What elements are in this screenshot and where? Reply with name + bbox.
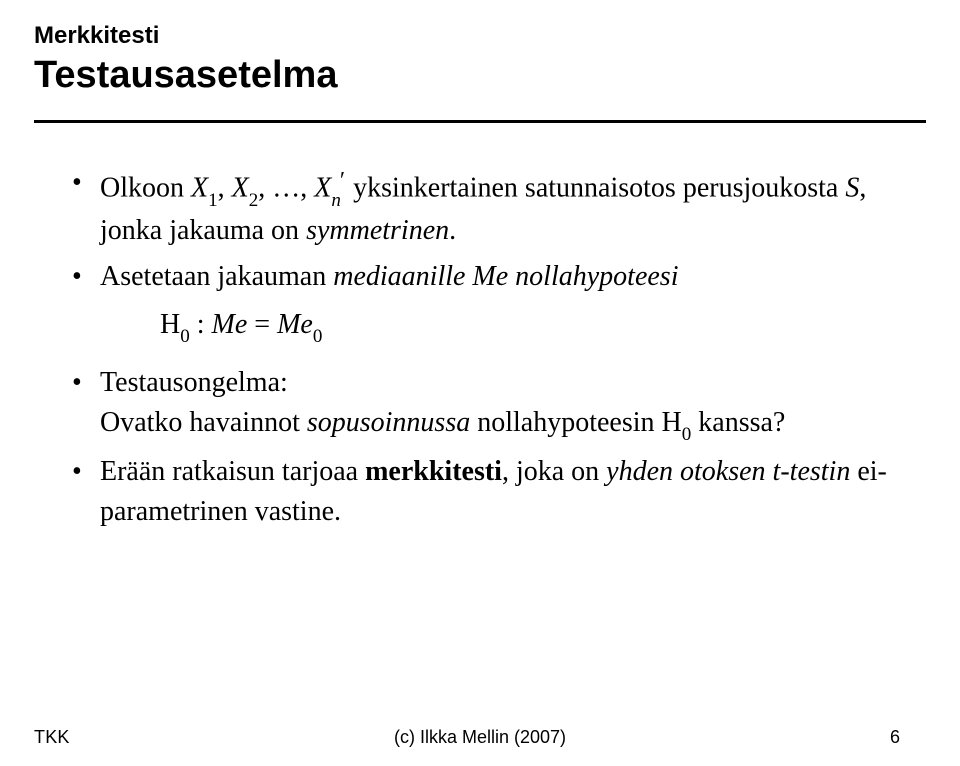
slide-header: Merkkitesti Testausasetelma	[0, 0, 960, 98]
text: :	[190, 309, 212, 340]
emph: symmetrinen	[306, 215, 449, 246]
text: Asetetaan jakauman	[100, 261, 333, 292]
math-Me: Me	[277, 309, 313, 340]
bullet-dot: •	[72, 452, 100, 492]
overline: Merkkitesti	[34, 22, 926, 51]
bullet-4: • Erään ratkaisun tarjoaa merkkitesti, j…	[72, 452, 910, 532]
math-Me: Me	[212, 309, 248, 340]
text: , joka on	[502, 456, 606, 487]
emph: yhden otoksen t-testin	[606, 456, 850, 487]
text: Erään ratkaisun tarjoaa	[100, 456, 365, 487]
text: Testausongelma:	[100, 367, 288, 398]
text: yksinkertainen satunnaisotos perusjoukos…	[346, 173, 845, 204]
math-prime: ′	[340, 168, 345, 194]
text: ,	[218, 173, 232, 204]
bullet-dot: •	[72, 363, 100, 403]
bullet-2-body: Asetetaan jakauman mediaanille Me nollah…	[100, 257, 910, 357]
bullet-2: • Asetetaan jakauman mediaanille Me noll…	[72, 257, 910, 357]
bullet-3: • Testausongelma: Ovatko havainnot sopus…	[72, 363, 910, 445]
math-var: X	[232, 173, 249, 204]
slide-footer: TKK (c) Ilkka Mellin (2007) 6	[0, 727, 960, 748]
text: , …,	[258, 173, 314, 204]
slide: Merkkitesti Testausasetelma • Olkoon X1,…	[0, 0, 960, 766]
emph: sopusoinnussa	[307, 407, 470, 438]
math-hypothesis: H0 : Me = Me0	[100, 305, 910, 348]
bullet-dot: •	[72, 257, 100, 297]
math-var: X	[191, 173, 208, 204]
math-var: X	[314, 173, 331, 204]
emph: mediaanille Me nollahypoteesi	[333, 261, 678, 292]
math-sub: 1	[208, 190, 218, 211]
math-H: H	[160, 309, 180, 340]
bullet-dot: •	[72, 163, 100, 203]
text: .	[449, 215, 456, 246]
bullet-1-body: Olkoon X1, X2, …, Xn′ yksinkertainen sat…	[100, 163, 910, 251]
text: nollahypoteesin H	[470, 407, 682, 438]
bullet-1: • Olkoon X1, X2, …, Xn′ yksinkertainen s…	[72, 163, 910, 251]
bullet-4-body: Erään ratkaisun tarjoaa merkkitesti, jok…	[100, 452, 910, 532]
math-sub: 0	[180, 326, 190, 347]
bold: merkkitesti	[365, 456, 502, 487]
bullet-3-body: Testausongelma: Ovatko havainnot sopusoi…	[100, 363, 910, 445]
math-var: S	[845, 173, 859, 204]
slide-content: • Olkoon X1, X2, …, Xn′ yksinkertainen s…	[0, 123, 960, 531]
math-sub: 0	[682, 424, 692, 445]
text: kanssa?	[691, 407, 785, 438]
math-sub: 0	[313, 326, 323, 347]
footer-center: (c) Ilkka Mellin (2007)	[0, 727, 960, 748]
text: Ovatko havainnot	[100, 407, 307, 438]
footer-left: TKK	[34, 727, 70, 748]
slide-title: Testausasetelma	[34, 53, 926, 99]
math-sub: 2	[249, 190, 259, 211]
math-eq: =	[247, 309, 277, 340]
text: Olkoon	[100, 173, 191, 204]
footer-page-number: 6	[880, 727, 900, 748]
